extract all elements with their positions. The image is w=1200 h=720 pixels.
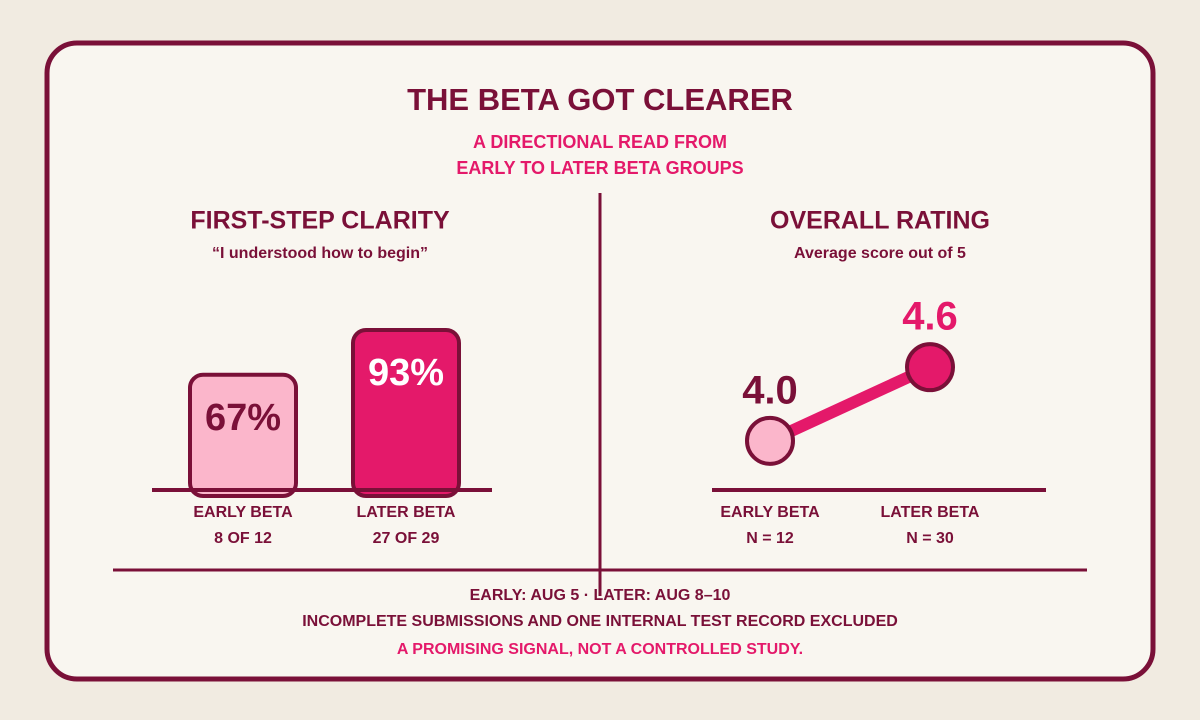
point bbox=[905, 342, 955, 393]
title: THE BETA GOT CLEARER bbox=[407, 82, 793, 117]
x-tick-label: LATER BETA bbox=[357, 504, 456, 521]
line bbox=[767, 361, 933, 447]
bar bbox=[188, 372, 298, 499]
sample-label: 8 OF 12 bbox=[214, 530, 272, 547]
value-label: 93% bbox=[368, 352, 444, 394]
value-label: 67% bbox=[205, 397, 281, 439]
value-label: 4.0 bbox=[742, 368, 798, 412]
chart-subtitle: “I understood how to begin” bbox=[212, 245, 428, 262]
chart-title: FIRST-STEP CLARITY bbox=[190, 207, 450, 235]
point bbox=[745, 415, 795, 466]
x-tick-label: EARLY BETA bbox=[193, 504, 293, 521]
footnote: EARLY: AUG 5 · LATER: AUG 8–10 bbox=[470, 587, 731, 604]
sample-label: N = 12 bbox=[746, 530, 794, 547]
chart-subtitle: Average score out of 5 bbox=[794, 245, 966, 262]
subtitle: A DIRECTIONAL READ FROM bbox=[473, 132, 727, 152]
caveat: A PROMISING SIGNAL, NOT A CONTROLLED STU… bbox=[397, 641, 803, 658]
x-tick-label: LATER BETA bbox=[881, 504, 980, 521]
bar bbox=[351, 328, 461, 499]
chart-title: OVERALL RATING bbox=[770, 207, 990, 235]
x-tick-label: EARLY BETA bbox=[720, 504, 820, 521]
value-label: 4.6 bbox=[902, 295, 958, 339]
sample-label: N = 30 bbox=[906, 530, 954, 547]
footnote: INCOMPLETE SUBMISSIONS AND ONE INTERNAL … bbox=[302, 613, 898, 630]
sample-label: 27 OF 29 bbox=[373, 530, 440, 547]
subtitle: EARLY TO LATER BETA GROUPS bbox=[456, 158, 743, 178]
